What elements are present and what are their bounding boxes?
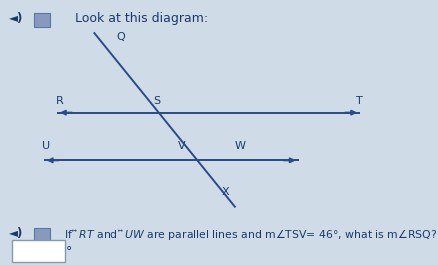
Text: W: W <box>234 141 245 151</box>
Text: °: ° <box>66 245 72 258</box>
FancyBboxPatch shape <box>34 228 50 242</box>
Text: R: R <box>56 96 64 106</box>
Text: ◄): ◄) <box>9 227 23 240</box>
Text: If $\overleftrightarrow{RT}$ and $\overleftrightarrow{UW}$ are parallel lines an: If $\overleftrightarrow{RT}$ and $\overl… <box>64 227 436 242</box>
FancyBboxPatch shape <box>34 13 50 27</box>
Text: V: V <box>177 141 185 151</box>
Text: Q: Q <box>116 32 125 42</box>
Text: T: T <box>355 96 361 106</box>
Text: Look at this diagram:: Look at this diagram: <box>74 12 207 25</box>
Text: X: X <box>221 187 229 197</box>
Text: ◄): ◄) <box>9 12 23 25</box>
Text: U: U <box>42 141 50 151</box>
FancyBboxPatch shape <box>12 240 65 262</box>
Text: S: S <box>153 96 160 106</box>
